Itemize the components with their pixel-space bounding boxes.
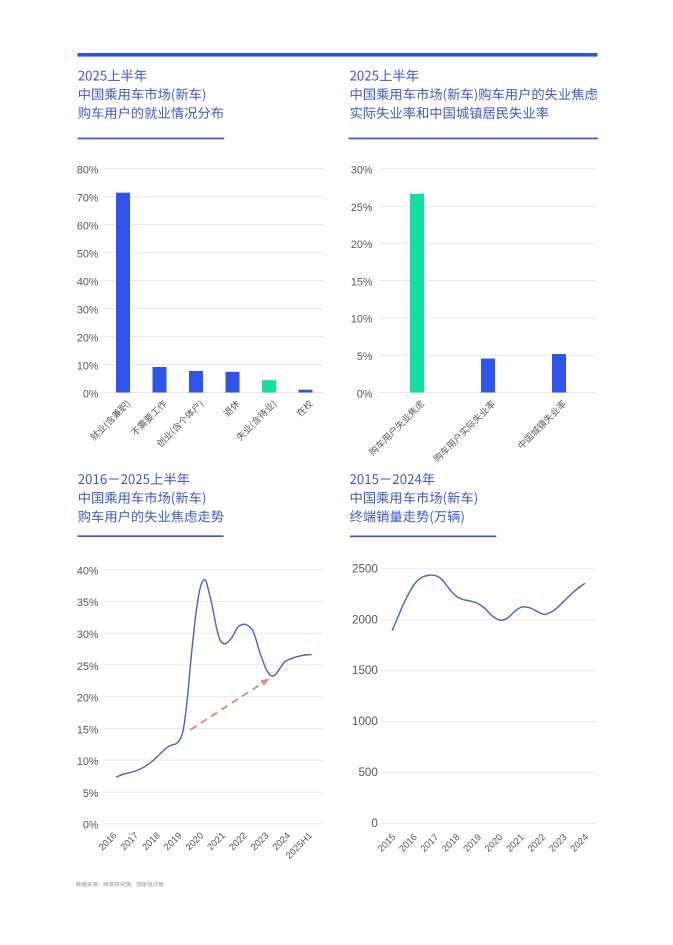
svg-text:1500: 1500 bbox=[352, 664, 378, 677]
svg-text:0: 0 bbox=[371, 817, 377, 830]
svg-text:0%: 0% bbox=[83, 388, 99, 400]
svg-text:50%: 50% bbox=[77, 248, 99, 260]
svg-text:0%: 0% bbox=[83, 820, 99, 832]
svg-text:15%: 15% bbox=[351, 276, 373, 288]
svg-text:10%: 10% bbox=[351, 314, 373, 326]
svg-text:20%: 20% bbox=[77, 332, 99, 344]
svg-text:25%: 25% bbox=[77, 661, 99, 673]
svg-text:80%: 80% bbox=[77, 164, 99, 176]
svg-text:10%: 10% bbox=[77, 360, 99, 372]
svg-text:30%: 30% bbox=[77, 629, 99, 641]
svg-text:30%: 30% bbox=[351, 165, 373, 177]
svg-text:2500: 2500 bbox=[352, 562, 378, 575]
svg-text:25%: 25% bbox=[351, 202, 373, 214]
svg-text:5%: 5% bbox=[83, 788, 99, 800]
svg-text:15%: 15% bbox=[77, 724, 99, 736]
svg-text:20%: 20% bbox=[351, 239, 373, 251]
svg-text:1000: 1000 bbox=[352, 715, 378, 728]
svg-text:5%: 5% bbox=[357, 351, 373, 363]
svg-text:35%: 35% bbox=[77, 597, 99, 609]
svg-text:0%: 0% bbox=[357, 388, 373, 400]
svg-text:70%: 70% bbox=[77, 192, 99, 204]
svg-text:40%: 40% bbox=[77, 566, 99, 578]
svg-text:20%: 20% bbox=[77, 693, 99, 705]
svg-text:30%: 30% bbox=[77, 304, 99, 316]
svg-text:10%: 10% bbox=[77, 756, 99, 768]
svg-text:2000: 2000 bbox=[352, 613, 378, 626]
svg-text:40%: 40% bbox=[77, 276, 99, 288]
svg-text:60%: 60% bbox=[77, 220, 99, 232]
svg-text:500: 500 bbox=[358, 766, 377, 779]
